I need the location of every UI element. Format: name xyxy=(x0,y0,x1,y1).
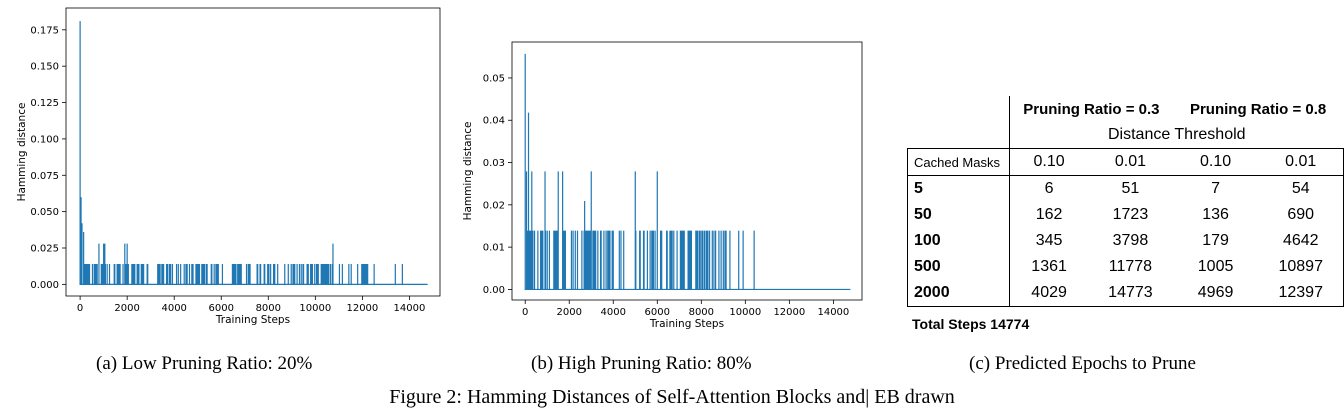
series-line xyxy=(524,53,851,291)
plot-frame xyxy=(65,7,441,297)
series-line xyxy=(79,21,428,285)
table-row: 100 345 3798 179 4642 xyxy=(906,228,1344,254)
x-tick-label: 2000 xyxy=(114,303,139,314)
y-tick-label: 0.050 xyxy=(30,207,59,218)
table-row: 50 162 1723 136 690 xyxy=(906,202,1344,228)
y-tick-label: 0.175 xyxy=(30,25,59,36)
table-row: 500 1361 11778 1005 10897 xyxy=(906,254,1344,280)
y-tick-label: 0.05 xyxy=(483,73,505,84)
group-header-0.8: Pruning Ratio = 0.8 xyxy=(1189,100,1327,118)
cached-masks-header: Cached Masks xyxy=(906,148,1011,176)
caption-b: (b) High Pruning Ratio: 80% xyxy=(531,353,752,374)
threshold-0: 0.10 xyxy=(1009,148,1089,176)
table-row: 2000 4029 14773 4969 12397 xyxy=(906,280,1344,307)
y-tick-label: 0.025 xyxy=(30,244,59,255)
y-axis-label: Hamming distance xyxy=(462,122,474,221)
caption-a: (a) Low Pruning Ratio: 20% xyxy=(96,353,313,374)
x-tick-label: 2000 xyxy=(557,307,582,318)
chart-b-panel: 0 2000 4000 6000 8000 10000 12000 14000 0.00 0.01… xyxy=(460,30,870,342)
x-tick-label: 10000 xyxy=(299,303,331,314)
x-tick-label: 14000 xyxy=(394,303,426,314)
group-header-0.3: Pruning Ratio = 0.3 xyxy=(1009,96,1173,122)
y-axis-label: Hamming distance xyxy=(16,103,28,202)
distance-threshold-header: Distance Threshold xyxy=(1009,122,1344,149)
plot-frame xyxy=(511,41,863,301)
threshold-3: 0.01 xyxy=(1258,148,1344,176)
x-tick-label: 0 xyxy=(522,307,528,318)
x-tick-label: 4000 xyxy=(161,303,186,314)
x-tick-label: 8000 xyxy=(256,303,281,314)
threshold-1: 0.01 xyxy=(1088,148,1173,176)
chart-b: 0 2000 4000 6000 8000 10000 12000 14000 0.00 0.01… xyxy=(462,41,863,330)
total-steps-label: Total Steps 14774 xyxy=(912,316,1030,332)
chart-a-panel: 0 2000 4000 6000 8000 10000 12000 14000 0.000 0.0… xyxy=(0,0,450,340)
x-tick-label: 6000 xyxy=(645,307,670,318)
y-tick-label: 0.125 xyxy=(30,98,59,109)
y-tick-label: 0.02 xyxy=(483,200,505,211)
y-tick-label: 0.075 xyxy=(30,171,59,182)
chart-a: 0 2000 4000 6000 8000 10000 12000 14000 0.000 0.0… xyxy=(16,7,441,326)
x-tick-label: 8000 xyxy=(689,307,714,318)
x-tick-label: 14000 xyxy=(817,307,849,318)
table-row: 5 6 51 7 54 xyxy=(906,175,1344,202)
caption-c: (c) Predicted Epochs to Prune xyxy=(969,353,1196,374)
y-tick-label: 0.150 xyxy=(30,62,59,73)
y-tick-label: 0.04 xyxy=(483,116,505,127)
x-axis-label: Training Steps xyxy=(649,318,724,330)
x-tick-label: 10000 xyxy=(729,307,761,318)
y-tick-label: 0.100 xyxy=(30,134,59,145)
predicted-epochs-table: Pruning Ratio = 0.3 Pruning Ratio = 0.8 … xyxy=(906,96,1344,307)
y-tick-label: 0.01 xyxy=(483,243,505,254)
x-tick-label: 12000 xyxy=(346,303,378,314)
figure-caption: Figure 2: Hamming Distances of Self-Atte… xyxy=(389,386,955,408)
threshold-2: 0.10 xyxy=(1172,148,1259,176)
y-tick-label: 0.03 xyxy=(483,158,505,169)
y-tick-label: 0.00 xyxy=(483,285,505,296)
x-tick-label: 6000 xyxy=(209,303,234,314)
x-tick-label: 0 xyxy=(77,303,83,314)
x-tick-label: 4000 xyxy=(601,307,626,318)
x-tick-label: 12000 xyxy=(773,307,805,318)
x-axis-label: Training Steps xyxy=(215,314,290,326)
y-tick-label: 0.000 xyxy=(30,280,59,291)
